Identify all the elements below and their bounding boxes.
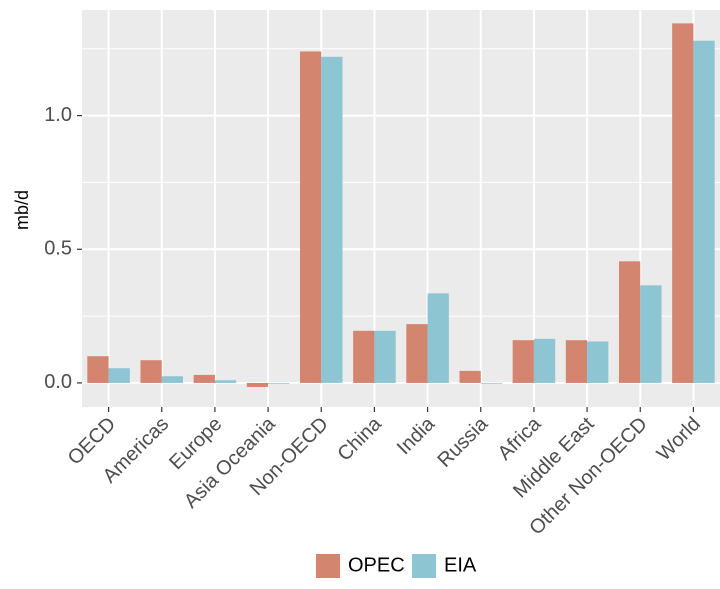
- legend-label-opec: OPEC: [348, 554, 405, 576]
- bar-opec-world: [672, 23, 694, 383]
- legend-label-eia: EIA: [444, 554, 477, 576]
- bar-eia-india: [427, 293, 449, 383]
- y-axis: 0.0 0.5 1.0: [44, 104, 82, 393]
- bar-opec-asia-oceania: [246, 382, 269, 387]
- bar-opec-middle-east: [565, 340, 588, 383]
- x-tick-label: World: [653, 413, 705, 465]
- bars: [87, 23, 715, 387]
- y-tick-label: 1.0: [44, 104, 72, 126]
- bar-eia-americas: [161, 376, 184, 383]
- plot-panel: [82, 10, 720, 407]
- legend: OPEC EIA: [316, 554, 477, 578]
- bar-eia-asia-oceania: [268, 382, 290, 384]
- x-tick-label: India: [393, 412, 440, 459]
- bar-opec-non-oecd: [299, 51, 322, 383]
- bar-opec-europe: [193, 374, 215, 383]
- x-tick-label: Asia Oceania: [180, 412, 280, 512]
- y-tick-label: 0.0: [44, 371, 72, 393]
- bar-opec-china: [353, 330, 375, 383]
- bar-eia-russia: [480, 382, 503, 384]
- bar-opec-russia: [459, 370, 481, 383]
- y-tick-label: 0.5: [44, 238, 72, 260]
- legend-key-eia: [412, 554, 436, 578]
- bar-eia-europe: [214, 380, 237, 383]
- legend-key-opec: [316, 554, 340, 578]
- bar-opec-africa: [512, 340, 534, 383]
- bar-eia-africa: [533, 338, 556, 383]
- bar-eia-china: [374, 330, 396, 383]
- bar-opec-india: [406, 324, 428, 383]
- bar-eia-world: [693, 40, 715, 383]
- y-axis-title: mb/d: [12, 190, 32, 230]
- bar-eia-middle-east: [587, 341, 609, 383]
- bar-eia-other-non-oecd: [640, 285, 662, 383]
- bar-eia-non-oecd: [321, 56, 343, 383]
- minor-grid: [82, 48, 720, 317]
- x-tick-label: Russia: [433, 412, 492, 471]
- x-tick-label: China: [333, 412, 386, 465]
- bar-opec-other-non-oecd: [618, 261, 641, 383]
- bar-opec-americas: [140, 360, 162, 383]
- bar-opec-oecd: [87, 356, 109, 383]
- bar-eia-oecd: [108, 368, 130, 383]
